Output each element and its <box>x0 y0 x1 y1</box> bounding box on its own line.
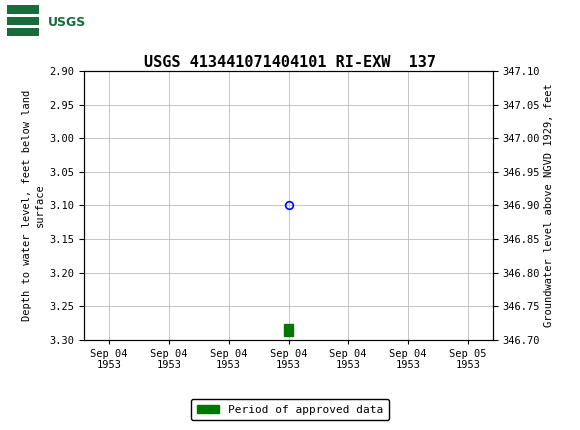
FancyBboxPatch shape <box>6 3 81 42</box>
Bar <box>7 17 39 25</box>
Bar <box>284 323 293 336</box>
Text: USGS 413441071404101 RI-EXW  137: USGS 413441071404101 RI-EXW 137 <box>144 55 436 70</box>
Y-axis label: Depth to water level, feet below land
surface: Depth to water level, feet below land su… <box>22 90 45 321</box>
Y-axis label: Groundwater level above NGVD 1929, feet: Groundwater level above NGVD 1929, feet <box>545 83 554 327</box>
Legend: Period of approved data: Period of approved data <box>191 399 389 420</box>
Bar <box>7 6 39 14</box>
Bar <box>7 28 39 36</box>
Text: USGS: USGS <box>48 16 86 29</box>
